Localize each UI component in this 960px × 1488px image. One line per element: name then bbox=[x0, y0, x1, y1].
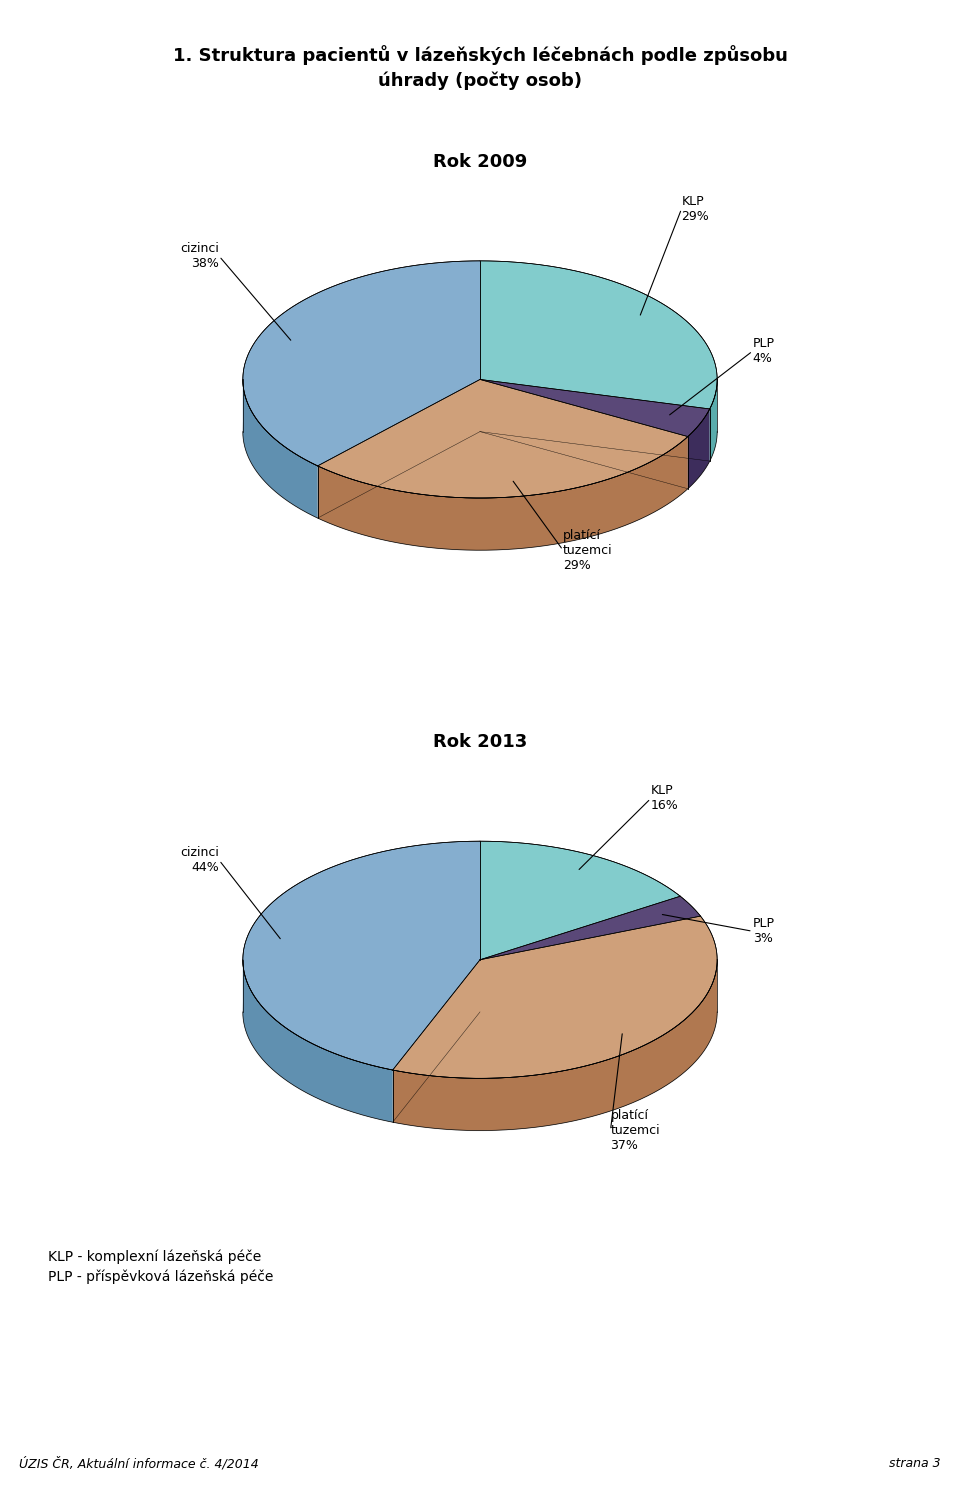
Text: cizinci
38%: cizinci 38% bbox=[180, 243, 219, 271]
Polygon shape bbox=[243, 260, 480, 466]
Text: KLP
16%: KLP 16% bbox=[651, 784, 679, 812]
Polygon shape bbox=[393, 917, 717, 1079]
Polygon shape bbox=[318, 379, 687, 498]
Text: platící
tuzemci
29%: platící tuzemci 29% bbox=[563, 528, 612, 571]
Polygon shape bbox=[709, 379, 717, 461]
Polygon shape bbox=[480, 841, 681, 960]
Polygon shape bbox=[243, 379, 318, 518]
Title: Rok 2009: Rok 2009 bbox=[433, 153, 527, 171]
Polygon shape bbox=[393, 960, 717, 1131]
Text: platící
tuzemci
37%: platící tuzemci 37% bbox=[611, 1109, 660, 1152]
Polygon shape bbox=[480, 896, 701, 960]
Text: KLP
29%: KLP 29% bbox=[682, 195, 709, 223]
Text: PLP - příspěvková lázeňská péče: PLP - příspěvková lázeňská péče bbox=[48, 1269, 274, 1284]
Polygon shape bbox=[243, 960, 393, 1122]
Polygon shape bbox=[480, 260, 717, 409]
Text: ÚZIS ČR, Aktuální informace č. 4/2014: ÚZIS ČR, Aktuální informace č. 4/2014 bbox=[19, 1457, 259, 1470]
Text: KLP - komplexní lázeňská péče: KLP - komplexní lázeňská péče bbox=[48, 1250, 261, 1265]
Polygon shape bbox=[687, 409, 709, 488]
Text: cizinci
44%: cizinci 44% bbox=[180, 847, 219, 873]
Polygon shape bbox=[318, 436, 687, 551]
Text: strana 3: strana 3 bbox=[889, 1457, 941, 1470]
Polygon shape bbox=[243, 841, 480, 1070]
Title: Rok 2013: Rok 2013 bbox=[433, 734, 527, 751]
Polygon shape bbox=[480, 379, 709, 436]
Polygon shape bbox=[243, 312, 717, 551]
Text: PLP
3%: PLP 3% bbox=[753, 917, 775, 945]
Text: 1. Struktura pacientů v lázeňských léčebnách podle způsobu
úhrady (počty osob): 1. Struktura pacientů v lázeňských léčeb… bbox=[173, 45, 787, 91]
Polygon shape bbox=[243, 893, 717, 1131]
Text: PLP
4%: PLP 4% bbox=[753, 336, 775, 365]
